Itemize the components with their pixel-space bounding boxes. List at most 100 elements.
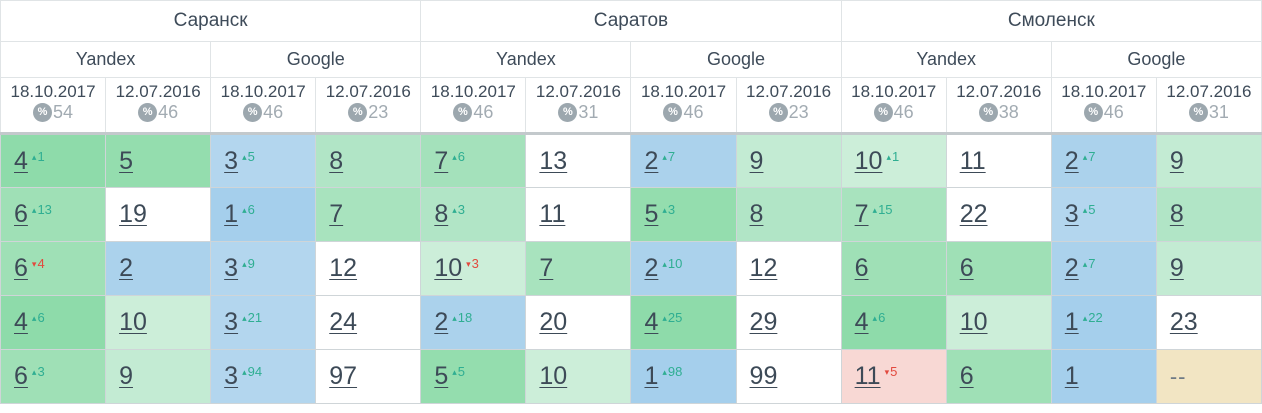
up-arrow-icon: ▴ <box>662 367 667 377</box>
down-arrow-icon: ▾ <box>466 259 471 269</box>
position-link[interactable]: 8 <box>434 200 449 228</box>
change-indicator: ▴6 <box>452 150 465 163</box>
position-link[interactable]: 2 <box>1064 146 1079 175</box>
position-link[interactable]: 2 <box>119 254 133 282</box>
position-cell: 22 <box>945 187 1052 242</box>
position-link[interactable]: 1 <box>644 362 659 390</box>
visibility-badge: % 46 <box>1052 103 1156 122</box>
up-arrow-icon: ▴ <box>662 151 667 162</box>
position-link[interactable]: 12 <box>749 254 778 282</box>
position-link[interactable]: 3 <box>224 308 239 336</box>
position-cell: 3 ▴21 <box>210 295 317 350</box>
percent-icon: % <box>978 103 998 122</box>
position-cell: 12 <box>315 241 422 296</box>
position-link[interactable]: 10 <box>854 146 883 175</box>
position-link[interactable]: 10 <box>959 308 988 336</box>
position-link[interactable]: 2 <box>644 254 659 282</box>
position-cell: 4 ▴6 <box>0 295 107 350</box>
position-link[interactable]: 4 <box>644 308 659 336</box>
position-link[interactable]: 12 <box>329 254 358 282</box>
up-arrow-icon: ▴ <box>452 313 457 323</box>
position-cell: 4 ▴25 <box>630 295 737 350</box>
position-link[interactable]: 9 <box>1169 254 1184 282</box>
position-link[interactable]: 7 <box>434 146 449 175</box>
change-indicator: ▴25 <box>662 311 682 324</box>
position-link[interactable]: 7 <box>329 200 344 228</box>
change-value: 7 <box>667 148 676 164</box>
position-cell: 1 ▴22 <box>1050 295 1157 350</box>
position-link[interactable]: 9 <box>119 362 133 390</box>
position-link[interactable]: 1 <box>1064 308 1079 336</box>
percent-icon: % <box>453 103 473 122</box>
engine-header-google: Google <box>1050 41 1262 78</box>
position-cell: 2 ▴7 <box>1050 133 1157 188</box>
position-link[interactable]: 4 <box>854 308 869 336</box>
position-link[interactable]: 5 <box>644 200 659 228</box>
position-link[interactable]: 29 <box>749 308 778 336</box>
change-value: 6 <box>37 310 45 325</box>
position-link[interactable]: 97 <box>329 362 358 390</box>
position-link[interactable]: 2 <box>434 308 449 336</box>
position-link[interactable]: 2 <box>644 146 659 175</box>
position-link[interactable]: 6 <box>959 362 974 390</box>
position-cell: 12 <box>735 241 842 296</box>
position-link[interactable]: 23 <box>1169 308 1198 336</box>
change-value: 7 <box>1088 256 1096 271</box>
down-arrow-icon: ▾ <box>31 259 37 269</box>
visibility-percent: 54 <box>53 102 74 122</box>
position-link[interactable]: 5 <box>434 362 449 390</box>
change-indicator: ▴1 <box>32 150 45 163</box>
position-link[interactable]: 1 <box>224 200 239 228</box>
position-link[interactable]: 13 <box>539 146 568 175</box>
position-link[interactable]: 3 <box>1064 200 1079 228</box>
position-link[interactable]: 4 <box>14 146 28 175</box>
position-link[interactable]: 6 <box>959 254 974 282</box>
position-link[interactable]: 3 <box>224 254 239 282</box>
position-link[interactable]: 3 <box>224 146 239 175</box>
position-link[interactable]: 4 <box>14 308 28 336</box>
position-link[interactable]: 20 <box>539 308 568 336</box>
date-label: 12.07.2016 <box>1166 82 1252 101</box>
up-arrow-icon: ▴ <box>31 205 37 215</box>
visibility-percent: 46 <box>893 102 914 122</box>
position-link[interactable]: 6 <box>854 254 869 282</box>
position-link[interactable]: 10 <box>119 308 147 336</box>
position-cell: 1 ▴6 <box>210 187 317 242</box>
position-link[interactable]: 8 <box>329 146 344 175</box>
position-cell: -- <box>1155 349 1262 404</box>
position-cell: 8 <box>315 133 422 188</box>
change-indicator: ▴3 <box>662 203 675 216</box>
position-link[interactable]: 7 <box>854 200 869 228</box>
visibility-badge: % 31 <box>526 103 630 122</box>
change-value: 6 <box>878 310 886 325</box>
position-link[interactable]: 6 <box>14 254 28 282</box>
position-link[interactable]: 11 <box>539 200 566 228</box>
position-link[interactable]: 10 <box>539 362 568 390</box>
up-arrow-icon: ▴ <box>1082 151 1088 162</box>
position-link[interactable]: 10 <box>434 254 463 282</box>
percent-icon: % <box>1188 103 1208 122</box>
position-link[interactable]: 5 <box>119 146 133 175</box>
position-cell: 11 <box>945 133 1052 188</box>
position-link[interactable]: 9 <box>1169 146 1184 175</box>
position-link[interactable]: 7 <box>539 254 554 282</box>
date-label: 18.10.2017 <box>1061 82 1147 101</box>
position-link[interactable]: 22 <box>959 200 988 228</box>
position-link[interactable]: 24 <box>329 308 358 336</box>
position-cell: 10 <box>105 295 212 350</box>
change-indicator: ▴6 <box>32 311 45 324</box>
position-link[interactable]: 11 <box>959 146 986 175</box>
position-link[interactable]: 19 <box>119 200 147 228</box>
position-link[interactable]: 3 <box>224 362 239 390</box>
change-indicator: ▾5 <box>885 365 898 378</box>
position-link[interactable]: 9 <box>749 146 764 175</box>
position-link[interactable]: 2 <box>1064 254 1079 282</box>
position-link[interactable]: 11 <box>854 362 881 390</box>
position-link[interactable]: 1 <box>1064 362 1079 390</box>
up-arrow-icon: ▴ <box>1082 205 1088 215</box>
position-link[interactable]: 99 <box>749 362 778 390</box>
position-link[interactable]: 8 <box>749 200 764 228</box>
position-link[interactable]: 6 <box>14 362 28 390</box>
position-link[interactable]: 6 <box>14 200 28 228</box>
position-link[interactable]: 8 <box>1169 200 1184 228</box>
